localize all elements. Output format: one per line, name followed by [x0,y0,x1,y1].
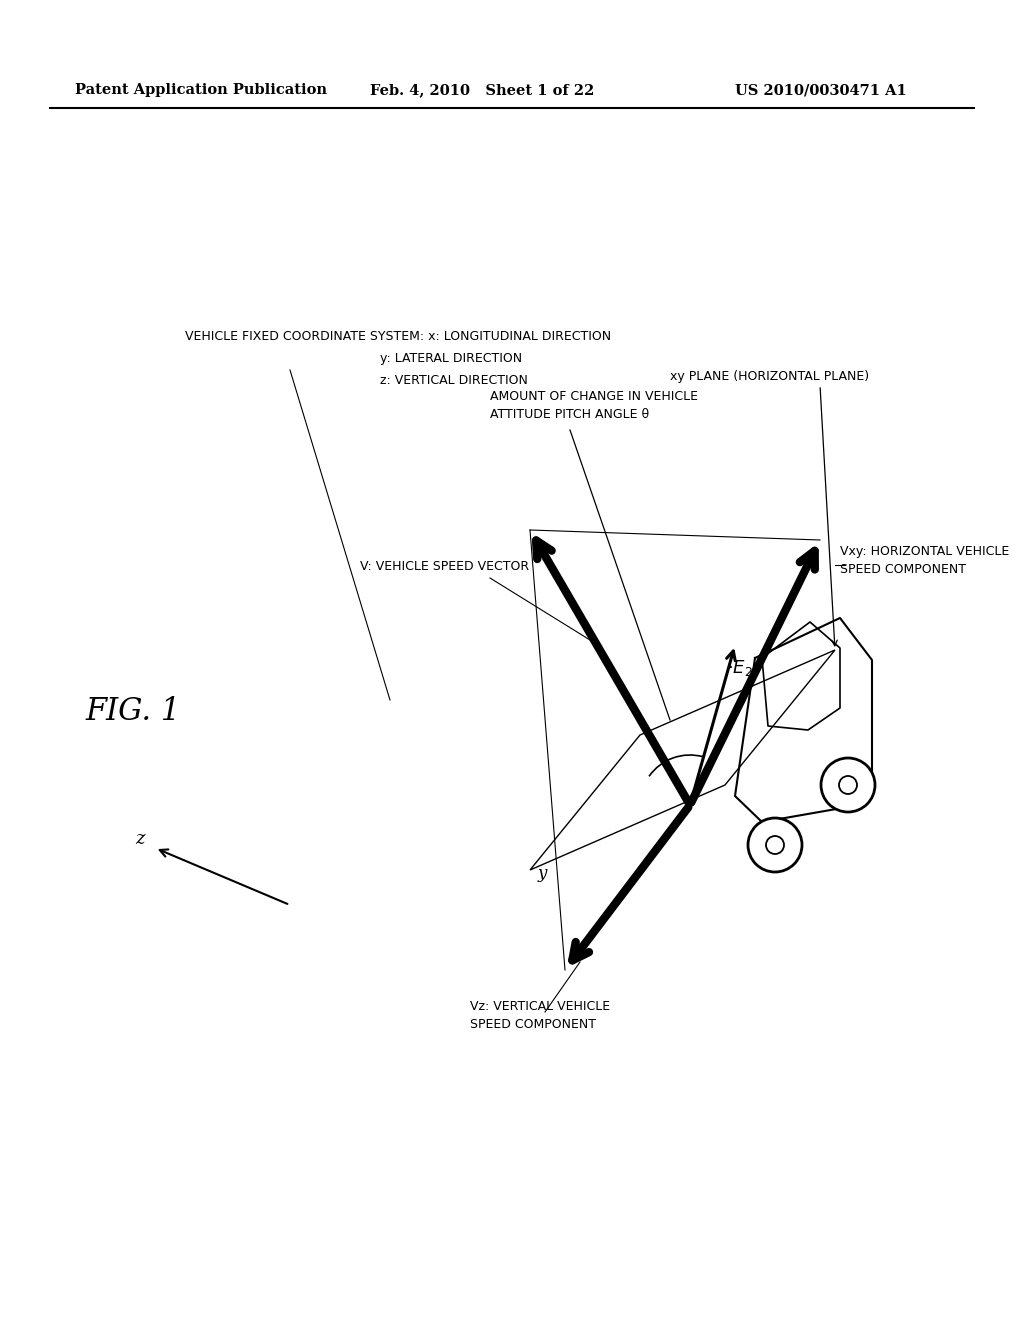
Text: AMOUNT OF CHANGE IN VEHICLE: AMOUNT OF CHANGE IN VEHICLE [490,389,698,403]
Text: z: z [135,830,144,847]
Text: ATTITUDE PITCH ANGLE θ: ATTITUDE PITCH ANGLE θ [490,408,649,421]
Text: Vxy: HORIZONTAL VEHICLE: Vxy: HORIZONTAL VEHICLE [840,545,1010,558]
Text: V: VEHICLE SPEED VECTOR: V: VEHICLE SPEED VECTOR [360,560,529,573]
Text: Feb. 4, 2010   Sheet 1 of 22: Feb. 4, 2010 Sheet 1 of 22 [370,83,594,96]
Text: y: y [538,865,548,882]
Text: US 2010/0030471 A1: US 2010/0030471 A1 [735,83,906,96]
Text: FIG. 1: FIG. 1 [85,696,180,727]
Circle shape [821,758,874,812]
Text: y: LATERAL DIRECTION: y: LATERAL DIRECTION [380,352,522,366]
Text: SPEED COMPONENT: SPEED COMPONENT [470,1018,596,1031]
Text: Vz: VERTICAL VEHICLE: Vz: VERTICAL VEHICLE [470,1001,610,1012]
Text: xy PLANE (HORIZONTAL PLANE): xy PLANE (HORIZONTAL PLANE) [670,370,869,383]
Text: $\cdot\mathit{E}_2$: $\cdot\mathit{E}_2$ [727,657,753,678]
Text: SPEED COMPONENT: SPEED COMPONENT [840,564,966,576]
Text: Patent Application Publication: Patent Application Publication [75,83,327,96]
Circle shape [748,818,802,873]
Text: z: VERTICAL DIRECTION: z: VERTICAL DIRECTION [380,374,528,387]
Text: VEHICLE FIXED COORDINATE SYSTEM: x: LONGITUDINAL DIRECTION: VEHICLE FIXED COORDINATE SYSTEM: x: LONG… [185,330,611,343]
